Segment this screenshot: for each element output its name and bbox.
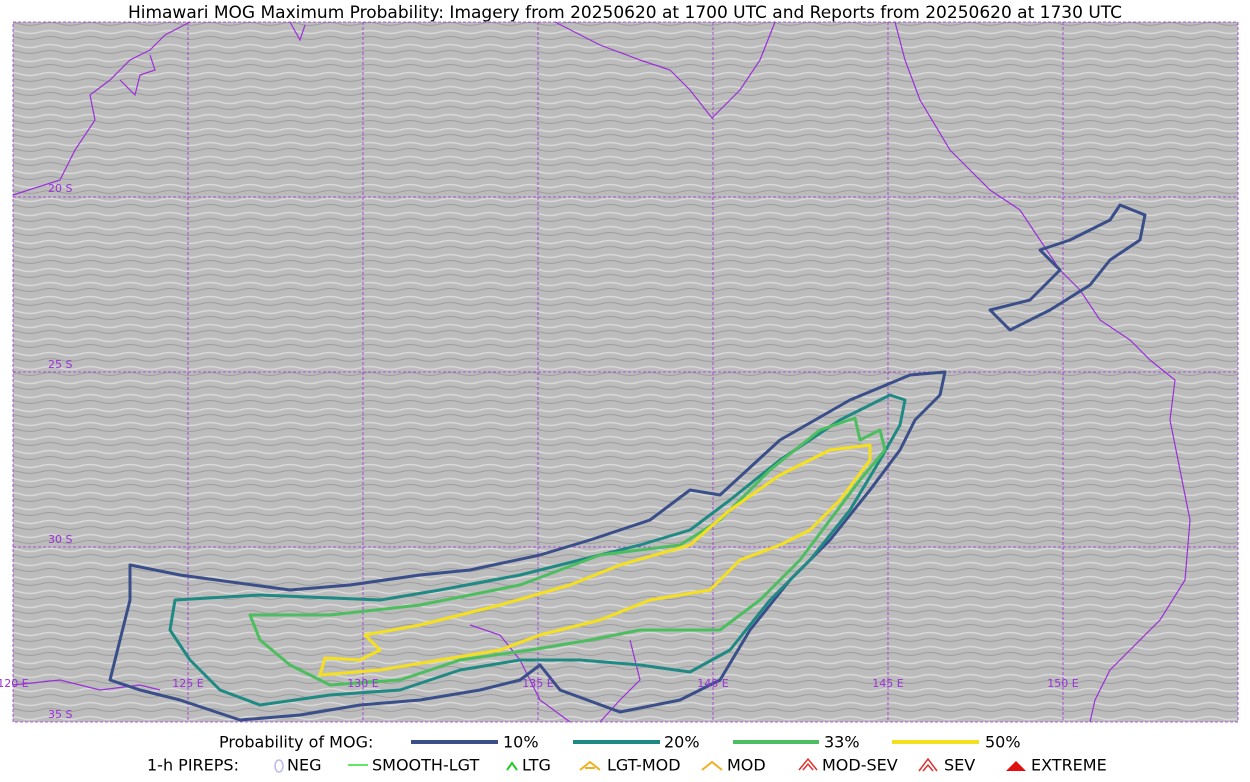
lat-label: 35 S — [48, 708, 72, 721]
legend-entry: SMOOTH-LGT — [372, 756, 479, 775]
legend-entry: EXTREME — [1031, 756, 1107, 775]
legend-entry: 50% — [985, 733, 1021, 752]
legend-entry: MOD-SEV — [822, 756, 898, 775]
contour-50 — [318, 443, 872, 677]
legend-entry: LTG — [522, 756, 551, 775]
lon-label: 145 E — [872, 677, 903, 690]
lon-label: 135 E — [522, 677, 553, 690]
legend-entry: 10% — [503, 733, 539, 752]
graticule — [12, 21, 1239, 723]
lon-label: 120 E — [0, 677, 29, 690]
coastlines — [12, 21, 1191, 723]
title: Himawari MOG Maximum Probability: Imager… — [128, 3, 1122, 23]
legend-entry: SEV — [944, 756, 975, 775]
contour-20 — [168, 393, 907, 707]
legend-entry: LGT-MOD — [607, 756, 681, 775]
probability-contours — [108, 203, 1147, 722]
lon-label: 130 E — [347, 677, 378, 690]
lat-label: 30 S — [48, 533, 72, 546]
grid-labels: 20 S 25 S 30 S 35 S 120 E 125 E 130 E 13… — [0, 182, 1079, 721]
contour-10 — [108, 370, 947, 722]
legend-entry: MOD — [727, 756, 766, 775]
legend-entry: 20% — [664, 733, 700, 752]
contour-33 — [248, 416, 887, 687]
contour-10 — [988, 203, 1147, 332]
legend-entry: 33% — [824, 733, 860, 752]
lat-label: 20 S — [48, 182, 72, 195]
legend-title: Probability of MOG: — [219, 733, 373, 752]
legend-title: 1-h PIREPS: — [147, 756, 239, 775]
legend: Probability of MOG: 10% 20% 33% 50% 1-h … — [147, 733, 1107, 775]
lon-label: 150 E — [1047, 677, 1078, 690]
lat-label: 25 S — [48, 358, 72, 371]
lon-label: 140 E — [697, 677, 728, 690]
legend-entry: NEG — [287, 756, 321, 775]
map: 20 S 25 S 30 S 35 S 120 E 125 E 130 E 13… — [0, 21, 1239, 723]
lon-label: 125 E — [172, 677, 203, 690]
